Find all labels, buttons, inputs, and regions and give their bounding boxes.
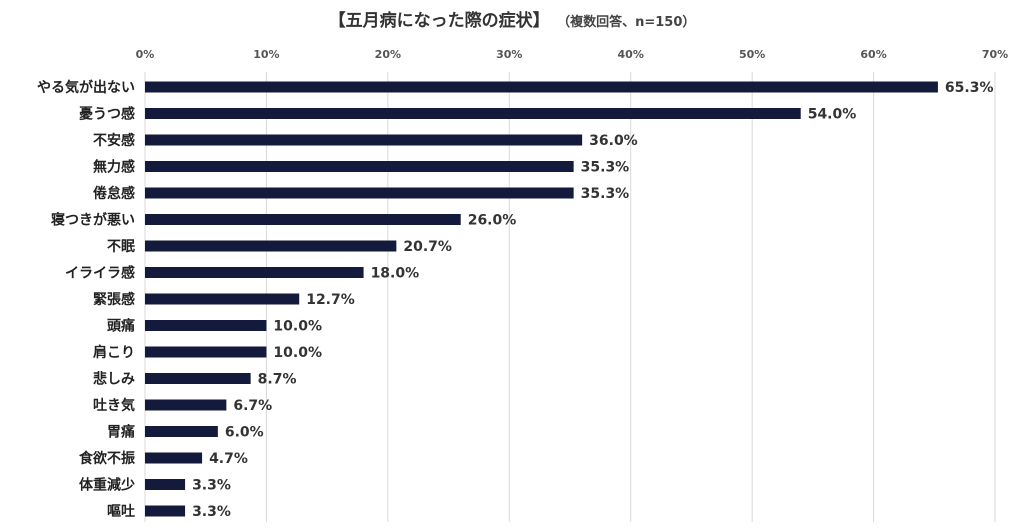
data-label: 10.0% [273,319,322,335]
category-label: 胃痛 [107,424,135,441]
category-label: イライラ感 [65,265,135,282]
bar [145,108,801,119]
category-label: 緊張感 [93,291,135,308]
category-label: 寝つきが悪い [51,212,135,229]
bar [145,452,203,464]
category-label: 吐き気 [93,397,135,414]
data-label: 6.7% [233,398,272,414]
category-label: 倦怠感 [93,185,135,202]
gridlines [144,72,996,522]
data-label: 26.0% [468,213,517,229]
bar [145,399,227,411]
bar [145,320,267,331]
category-label: 嘔吐 [107,504,135,520]
data-label: 12.7% [306,292,355,308]
bar [145,293,300,305]
category-label: 悲しみ [93,371,135,388]
category-label: 不安感 [93,132,135,149]
bar [145,187,574,199]
category-label: 頭痛 [107,318,135,335]
category-label: 体重減少 [79,477,135,494]
x-tick-label: 60% [860,48,886,61]
data-label: 3.3% [192,504,231,520]
data-label: 6.0% [225,425,264,441]
bar [145,267,364,278]
chart-subtitle: （複数回答、n=150） [563,15,696,30]
category-label: 無力感 [93,159,135,176]
data-label: 3.3% [192,478,231,494]
x-tick-label: 0% [136,48,155,61]
bar [145,214,461,225]
bar [145,81,938,93]
x-tick-label: 20% [375,48,401,61]
category-label: 食欲不振 [79,450,135,467]
chart-title: 【五月病になった際の症状】 [328,11,550,31]
x-axis-ticks: 0% 10% 20% 30% 40% 50% 60% 70% [136,48,1009,61]
category-labels: やる気が出ない憂うつ感不安感無力感倦怠感寝つきが悪い不眠イライラ感緊張感頭痛肩こ… [37,79,135,520]
data-label: 35.3% [581,160,630,176]
bars [145,81,938,517]
x-tick-label: 50% [739,48,765,61]
category-label: やる気が出ない [37,79,135,96]
x-tick-label: 30% [496,48,522,61]
bar [145,346,267,358]
bar [145,161,574,172]
bar [145,134,583,146]
bar [145,426,218,437]
bar [145,505,186,517]
chart-header: 【五月病になった際の症状】 （複数回答、n=150） [0,6,1024,31]
data-label: 54.0% [808,107,857,123]
x-tick-label: 10% [253,48,279,61]
bar [145,373,251,384]
data-label: 20.7% [403,239,452,255]
data-labels: 65.3% 54.0% 36.0% 35.3% 35.3% 26.0% 20.7% 18.0%… [192,80,993,520]
data-label: 8.7% [258,372,297,388]
data-label: 35.3% [581,186,630,202]
data-label: 18.0% [371,266,420,282]
data-label: 10.0% [273,345,322,361]
data-label: 65.3% [945,80,994,96]
x-tick-label: 70% [982,48,1008,61]
bar [145,479,186,490]
bar [145,240,397,252]
category-label: 肩こり [93,344,135,361]
x-tick-label: 40% [618,48,644,61]
data-label: 36.0% [589,133,638,149]
category-label: 不眠 [107,239,135,255]
data-label: 4.7% [209,451,248,467]
category-label: 憂うつ感 [79,106,135,123]
